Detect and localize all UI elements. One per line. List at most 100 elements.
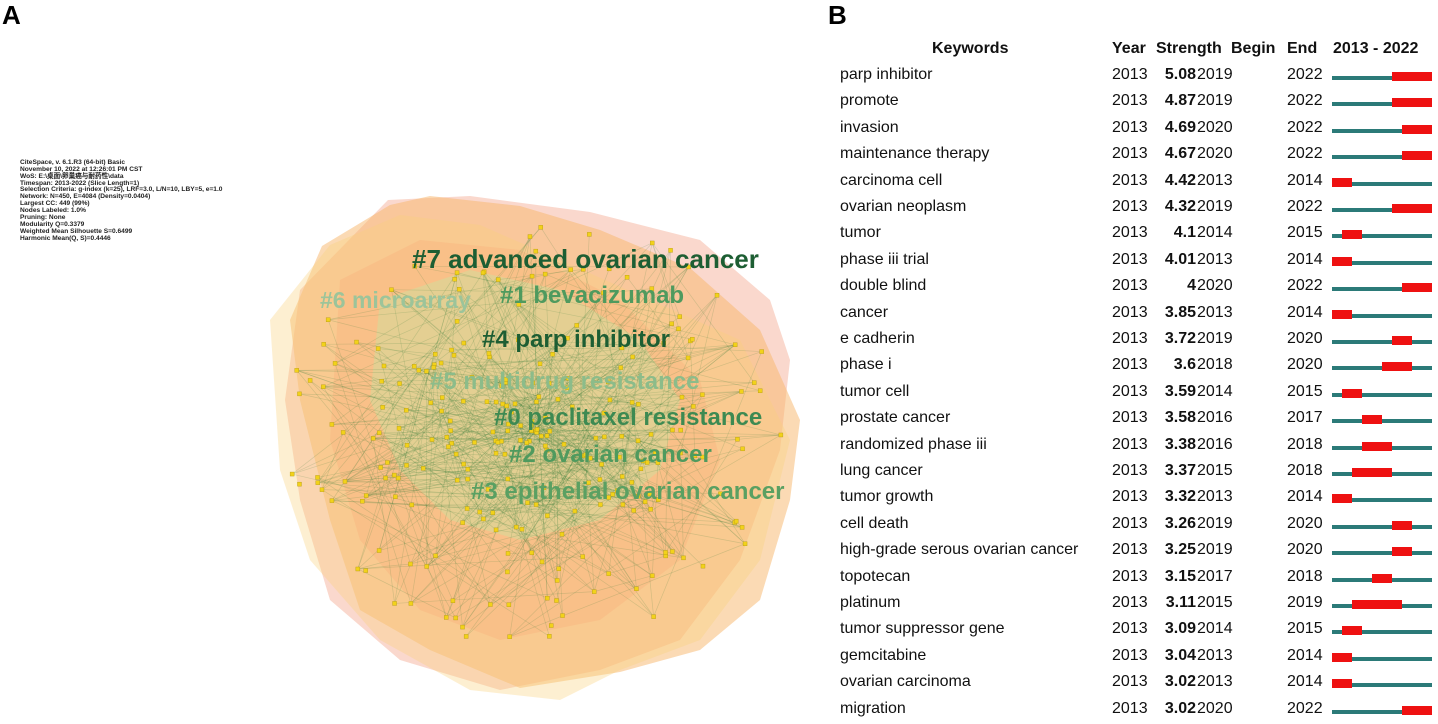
network-edge bbox=[331, 500, 548, 599]
network-node bbox=[461, 340, 466, 346]
network-edge bbox=[479, 482, 632, 513]
year-cell: 2013 bbox=[1112, 567, 1148, 585]
network-edge bbox=[680, 453, 684, 558]
network-edge bbox=[414, 266, 512, 413]
network-node bbox=[759, 349, 764, 354]
network-node bbox=[529, 428, 534, 434]
network-edge bbox=[366, 454, 586, 496]
network-edge bbox=[517, 339, 533, 422]
strength-cell: 3.02 bbox=[1164, 673, 1196, 691]
network-edge bbox=[394, 474, 558, 581]
network-edge bbox=[518, 304, 618, 491]
end-cell: 2014 bbox=[1287, 171, 1323, 189]
network-edge bbox=[492, 405, 507, 433]
year-cell: 2013 bbox=[1112, 277, 1148, 295]
network-edge bbox=[387, 378, 569, 463]
network-node bbox=[691, 404, 696, 409]
network-edge bbox=[548, 383, 558, 581]
network-edge bbox=[398, 428, 508, 573]
network-node bbox=[396, 426, 402, 431]
network-node bbox=[393, 494, 398, 499]
network-edge bbox=[654, 453, 684, 558]
network-node bbox=[648, 432, 654, 437]
year-cell: 2013 bbox=[1112, 250, 1148, 268]
network-edge bbox=[379, 482, 632, 551]
network-edge bbox=[516, 356, 633, 528]
network-node bbox=[714, 293, 720, 298]
network-node bbox=[385, 460, 390, 465]
citespace-info-line: CiteSpace, v. 6.1.R3 (64-bit) Basic bbox=[20, 158, 126, 166]
strength-cell: 3.09 bbox=[1164, 620, 1196, 638]
network-edge bbox=[457, 479, 654, 617]
network-edge bbox=[515, 338, 568, 528]
network-edge bbox=[357, 477, 386, 570]
timeline-bar bbox=[1332, 388, 1432, 398]
table-row: ovarian carcinoma 2013 3.02 2013 2014 bbox=[828, 669, 1434, 695]
network-edge bbox=[508, 456, 703, 605]
network-node bbox=[329, 422, 335, 427]
network-node bbox=[556, 566, 562, 571]
network-edge bbox=[622, 468, 642, 505]
network-node bbox=[527, 234, 533, 239]
burst-segment bbox=[1392, 72, 1432, 81]
network-edge bbox=[544, 274, 563, 616]
network-node bbox=[376, 430, 382, 436]
network-edge bbox=[483, 462, 659, 520]
network-edge bbox=[541, 435, 601, 505]
network-edge bbox=[406, 444, 508, 480]
begin-cell: 2017 bbox=[1197, 567, 1233, 585]
keyword-cell: lung cancer bbox=[840, 462, 923, 479]
keyword-cell: migration bbox=[840, 699, 906, 717]
network-edge bbox=[492, 266, 689, 433]
network-edge bbox=[514, 403, 681, 454]
network-edge bbox=[373, 438, 639, 442]
begin-cell: 2019 bbox=[1197, 92, 1233, 110]
network-edge bbox=[426, 370, 601, 505]
burst-segment bbox=[1352, 600, 1402, 609]
network-edge bbox=[451, 443, 653, 576]
network-edge bbox=[482, 272, 490, 354]
network-node bbox=[409, 502, 415, 508]
timeline-bar bbox=[1332, 679, 1432, 689]
network-node bbox=[601, 410, 607, 416]
keyword-cell: carcinoma cell bbox=[840, 171, 943, 189]
network-node bbox=[507, 634, 512, 639]
burst-segment bbox=[1332, 309, 1352, 319]
network-edge bbox=[406, 409, 542, 437]
network-node bbox=[495, 440, 501, 445]
network-edge bbox=[458, 289, 502, 442]
year-cell: 2013 bbox=[1112, 409, 1148, 427]
network-edge bbox=[385, 430, 508, 479]
network-node bbox=[297, 481, 302, 487]
network-edge bbox=[479, 493, 650, 513]
network-edge bbox=[356, 341, 568, 389]
network-node bbox=[465, 476, 470, 482]
network-node bbox=[565, 376, 571, 381]
network-node bbox=[307, 378, 313, 383]
network-node bbox=[530, 380, 535, 386]
network-edge bbox=[321, 489, 609, 498]
end-cell: 2017 bbox=[1287, 409, 1323, 427]
network-edge bbox=[651, 242, 689, 359]
network-node bbox=[597, 477, 603, 482]
begin-cell: 2013 bbox=[1197, 646, 1233, 664]
network-edge bbox=[317, 420, 533, 484]
cluster-hull-orange bbox=[290, 196, 800, 688]
network-node bbox=[678, 450, 683, 456]
cluster-label-5: #5 multidrug resistance bbox=[430, 368, 700, 395]
burst-segment bbox=[1392, 336, 1412, 345]
burst-segment bbox=[1332, 256, 1352, 266]
network-edge bbox=[453, 355, 602, 465]
network-edge bbox=[357, 266, 689, 570]
network-edge bbox=[501, 342, 664, 442]
network-node bbox=[679, 394, 685, 400]
network-edge bbox=[391, 289, 683, 398]
network-edge bbox=[456, 272, 548, 516]
cluster-network-graph bbox=[270, 196, 800, 700]
network-edge bbox=[406, 409, 442, 412]
network-edge bbox=[418, 344, 736, 371]
table-row: double blind 2013 4 2020 2022 bbox=[828, 273, 1434, 299]
network-edge bbox=[451, 349, 475, 443]
network-edge bbox=[406, 409, 595, 592]
network-node bbox=[449, 441, 454, 446]
